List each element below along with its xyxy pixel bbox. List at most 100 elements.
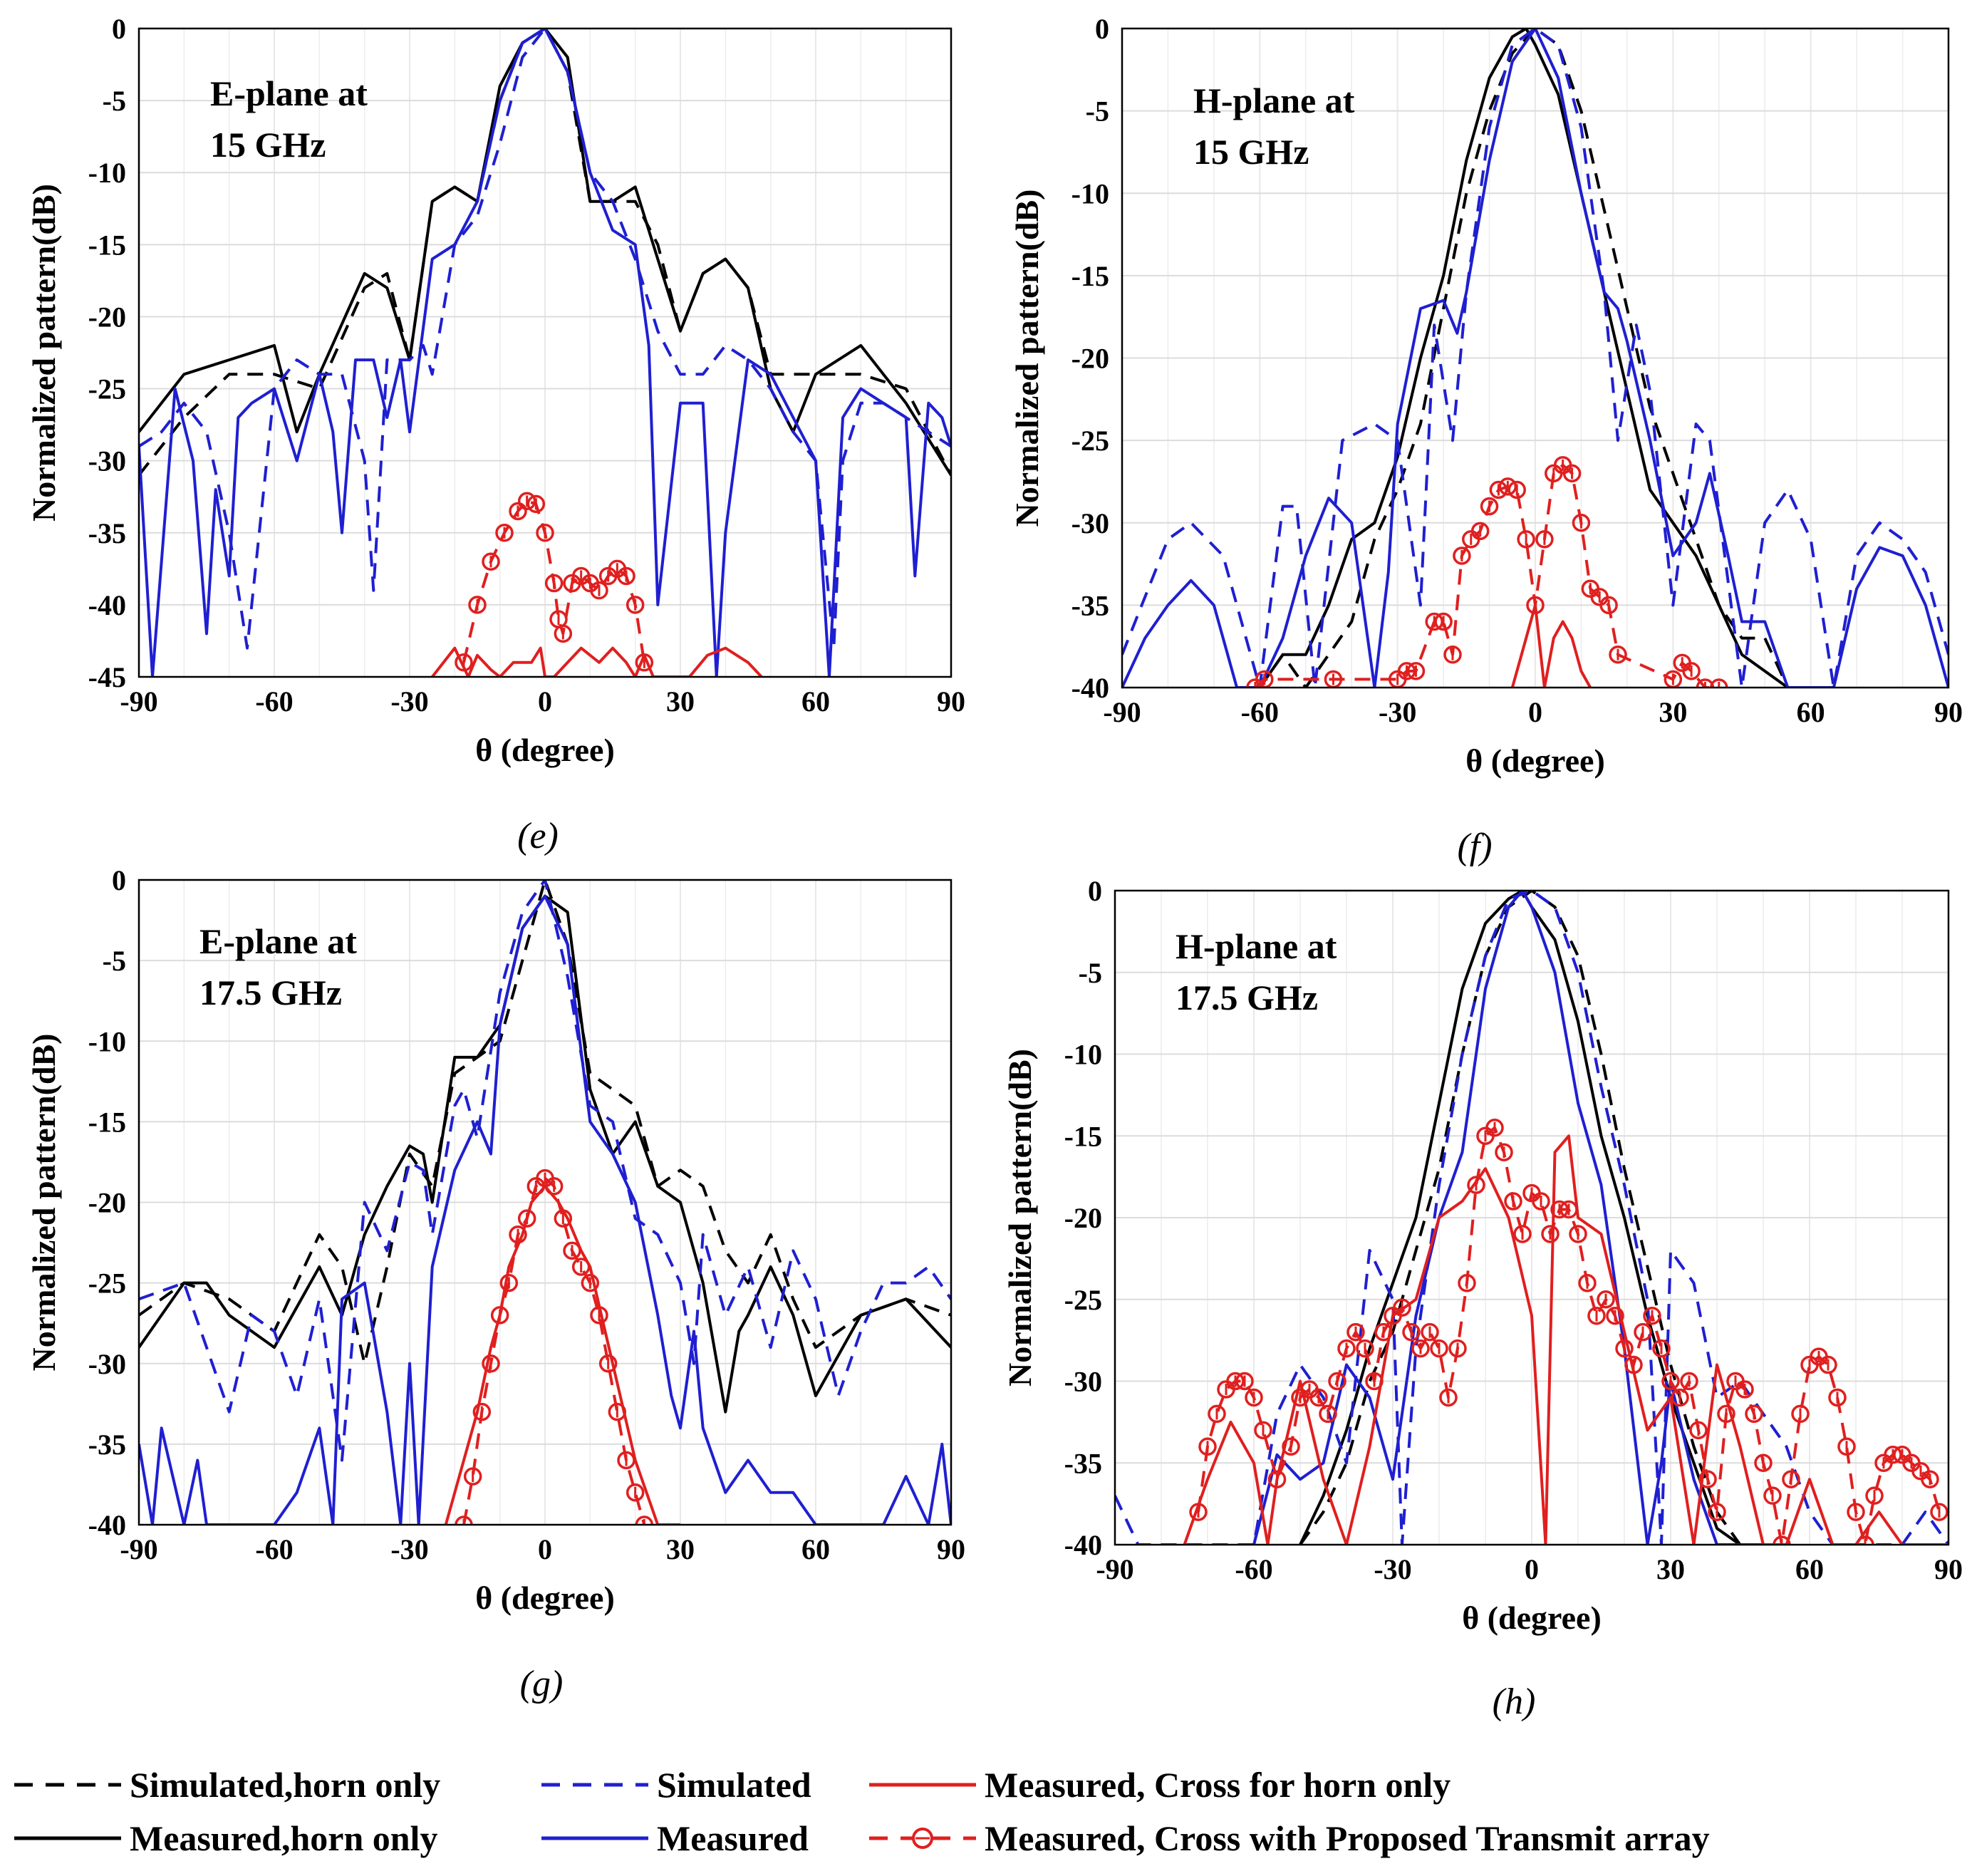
series-marker	[1717, 1404, 1735, 1424]
series-marker	[1453, 546, 1471, 565]
x-tick-label: -90	[1096, 1553, 1133, 1585]
y-tick-label: -15	[1071, 260, 1109, 292]
y-tick-label: -35	[1064, 1447, 1102, 1479]
y-tick-label: -10	[88, 1025, 126, 1057]
series-marker	[455, 653, 473, 672]
series-marker	[1643, 1306, 1661, 1325]
series-marker	[590, 1306, 608, 1325]
chart-panel-4: -90 -60 -30 0 30 60 90 0 -5 -10 -15 -20 -25 -30 -35 -40…	[1002, 875, 1963, 1722]
series-line-simulated-horn-only	[139, 880, 951, 1365]
series-marker	[472, 1402, 492, 1421]
series-marker	[590, 581, 608, 600]
y-tick-label: -10	[88, 157, 126, 189]
series-marker	[1513, 1225, 1532, 1243]
series-marker	[1458, 1274, 1476, 1292]
series-marker	[1397, 662, 1416, 680]
x-axis-label: θ (degree)	[475, 732, 615, 768]
series-marker	[617, 1451, 635, 1470]
series-line-simulated	[139, 880, 951, 1462]
series-marker	[1745, 1404, 1763, 1424]
y-tick-label: -40	[88, 589, 126, 621]
x-tick-label: -90	[120, 1533, 157, 1565]
x-tick-label: -30	[1374, 1553, 1411, 1585]
legend-item: Simulated,horn only	[14, 1765, 440, 1805]
y-tick-label: -20	[1064, 1202, 1102, 1234]
y-tick-label: -5	[1079, 957, 1102, 989]
series-marker	[1606, 1306, 1624, 1325]
plot-annotation: 15 GHz	[210, 125, 326, 165]
y-tick-label: -25	[88, 373, 126, 405]
legend-label: Measured	[657, 1818, 809, 1858]
legend-item: Measured	[541, 1818, 809, 1858]
x-tick-label: 0	[538, 1533, 552, 1565]
y-tick-label: -10	[1064, 1039, 1102, 1071]
x-tick-label: -60	[1241, 696, 1279, 728]
x-axis-label: θ (degree)	[475, 1580, 615, 1616]
series-marker	[1365, 1372, 1384, 1391]
legend-label: Measured,horn only	[130, 1818, 437, 1858]
series-marker	[1208, 1404, 1226, 1424]
axes-box	[1121, 27, 1950, 689]
series-marker	[1921, 1470, 1939, 1488]
series-marker	[1406, 662, 1426, 680]
series-marker	[499, 1273, 519, 1292]
series-marker	[1393, 1298, 1411, 1317]
x-tick-label: 30	[1656, 1553, 1685, 1585]
series-marker	[1402, 1322, 1421, 1342]
series-marker	[1267, 1470, 1287, 1488]
series-marker	[1735, 1380, 1754, 1399]
x-tick-label: -60	[1235, 1553, 1272, 1585]
series-marker	[1235, 1372, 1254, 1391]
plot-annotation: H-plane at	[1193, 81, 1355, 120]
series-marker	[509, 1225, 527, 1244]
series-marker	[1569, 1225, 1587, 1243]
series-marker	[1837, 1437, 1856, 1456]
x-axis-label: θ (degree)	[1465, 742, 1605, 779]
series-marker	[1328, 1372, 1346, 1391]
series-marker	[1467, 1176, 1485, 1194]
series-marker	[581, 1273, 600, 1292]
series-group	[139, 28, 951, 677]
series-marker	[544, 574, 564, 593]
series-marker	[1708, 1503, 1726, 1521]
y-tick-label: -45	[88, 661, 126, 693]
series-marker	[1425, 612, 1443, 631]
series-marker	[1597, 1290, 1615, 1309]
series-marker	[1337, 1339, 1356, 1358]
series-marker	[495, 524, 514, 542]
series-marker	[1696, 678, 1715, 688]
series-marker	[1560, 1200, 1578, 1219]
series-line-simulated	[1115, 891, 1948, 1545]
series-marker	[1865, 1486, 1884, 1505]
y-tick-label: -15	[1064, 1120, 1102, 1152]
series-marker	[1884, 1446, 1902, 1464]
x-tick-label: 60	[801, 685, 830, 717]
chart-panel-1: -90 -60 -30 0 30 60 90 0 -5 -10 -15 -20 -25 -30 -35 -40…	[26, 13, 965, 856]
x-tick-label: -30	[390, 1533, 428, 1565]
series-marker	[1374, 1322, 1393, 1342]
series-marker	[635, 653, 654, 672]
series-marker	[1507, 480, 1526, 499]
plot-annotation: 17.5 GHz	[1176, 978, 1318, 1017]
y-tick-label: -5	[103, 945, 126, 977]
x-tick-label: -30	[390, 685, 428, 717]
series-line-measured-cross-for-horn-only	[1510, 603, 1592, 688]
y-tick-label: -15	[88, 1106, 126, 1138]
x-tick-label: 30	[1659, 696, 1687, 728]
series-marker	[1470, 522, 1490, 541]
series-group	[1115, 891, 1948, 1545]
x-tick-label: -30	[1379, 696, 1416, 728]
series-marker	[468, 596, 487, 614]
axes-box	[1114, 889, 1950, 1546]
series-marker	[490, 1306, 509, 1325]
legend-item: Measured, Cross for horn only	[869, 1765, 1451, 1805]
series-marker	[1504, 1192, 1522, 1211]
series-marker	[1485, 1119, 1504, 1137]
series-marker	[517, 492, 536, 511]
legend-item: Measured,horn only	[14, 1818, 437, 1858]
series-marker	[1443, 646, 1462, 664]
series-marker	[482, 552, 500, 571]
series-marker	[1562, 464, 1582, 483]
series-marker	[482, 1354, 500, 1373]
series-marker	[1309, 1388, 1328, 1407]
